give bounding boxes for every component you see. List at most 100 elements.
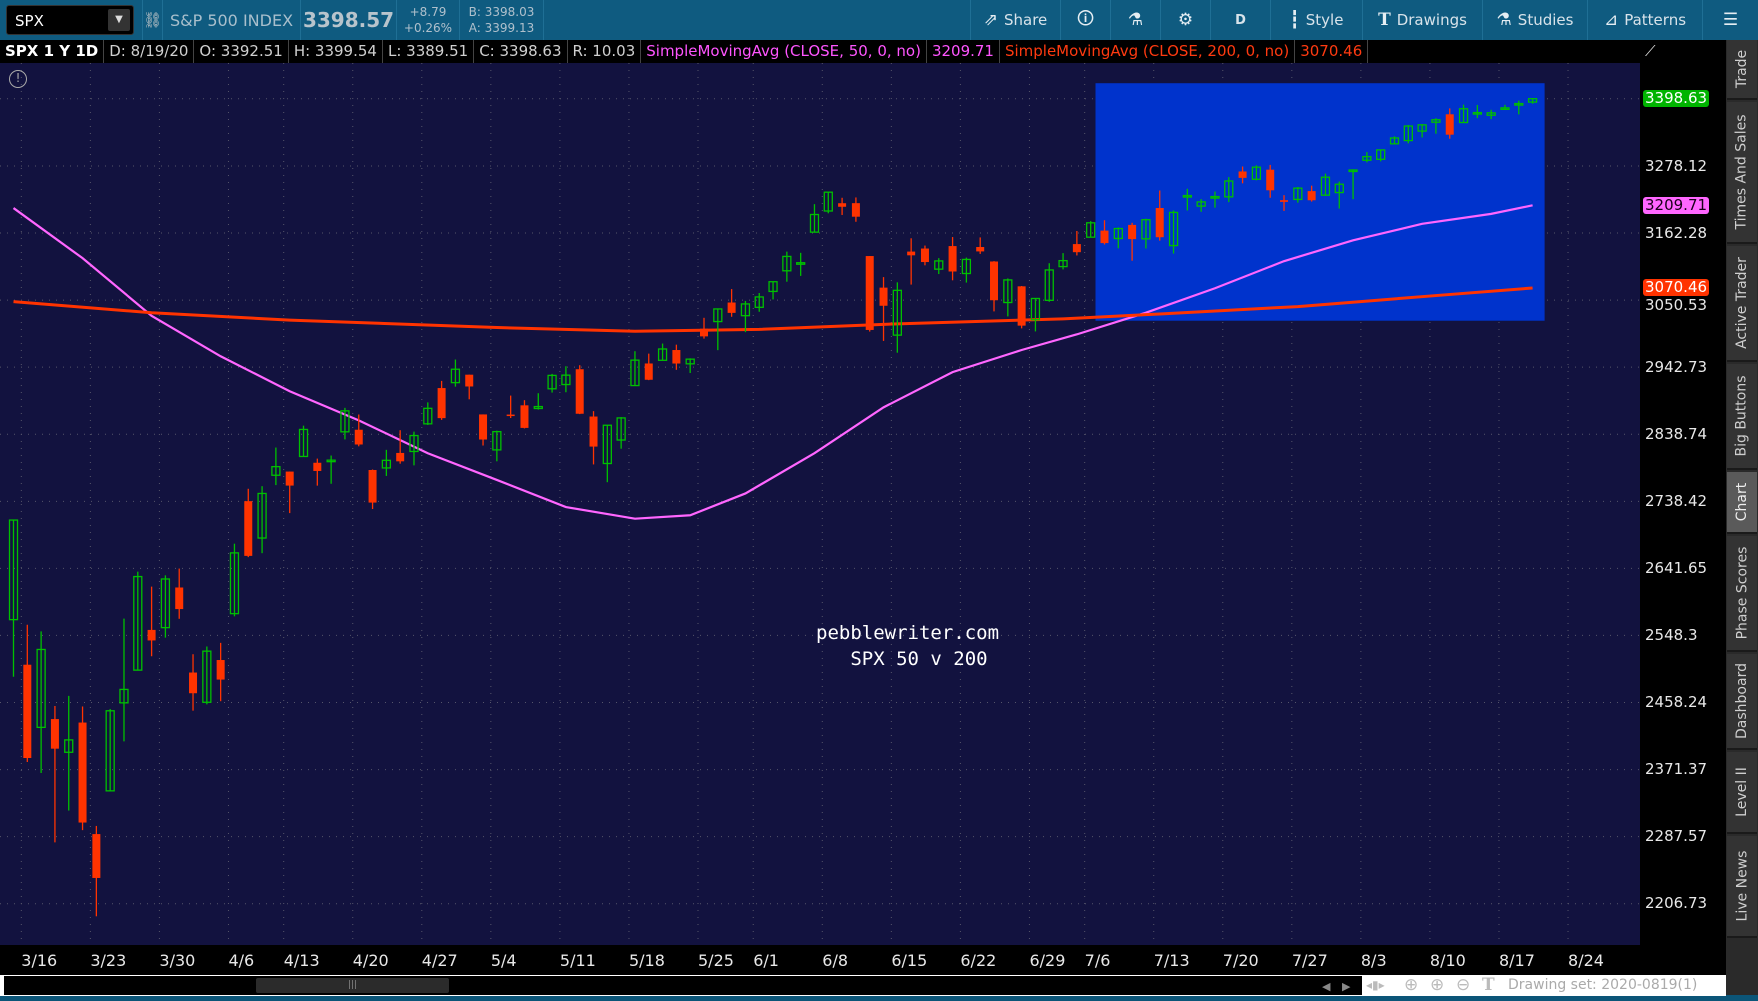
flask-button[interactable]: ⚗ <box>1110 0 1160 40</box>
side-tab-chart[interactable]: Chart <box>1727 472 1757 534</box>
side-tab-level-ii[interactable]: Level II <box>1727 752 1757 834</box>
candle-up <box>1086 222 1096 238</box>
scrollbar-thumb[interactable]: ||| <box>256 978 449 993</box>
candle-down <box>1266 169 1275 191</box>
zoom-in-icon[interactable]: ⊕ <box>1430 975 1445 995</box>
percent-change: +0.26% <box>403 21 453 35</box>
candle-up <box>713 308 723 323</box>
candle-up <box>36 648 46 729</box>
share-label: Share <box>1003 11 1048 29</box>
bar-range: R: 10.03 <box>568 40 642 63</box>
sma50-label[interactable]: SimpleMovingAvg (CLOSE, 50, 0, no) <box>641 40 927 63</box>
candle-up <box>602 424 612 465</box>
drawings-button[interactable]: T Drawings <box>1362 0 1482 40</box>
candle-down <box>948 246 957 272</box>
side-tab-label: Trade <box>1734 49 1750 89</box>
candle-up <box>796 262 806 265</box>
scroll-right-icon[interactable]: ▶ <box>1342 980 1351 993</box>
zoom-out-icon[interactable]: ⊖ <box>1456 975 1471 995</box>
price-axis[interactable]: 3398.63 3278.12 3209.71 3162.28 3070.46 3050.… <box>1640 63 1726 945</box>
candle-down <box>727 302 736 313</box>
candle-down <box>920 248 929 263</box>
bar-close: C: 3398.63 <box>474 40 568 63</box>
drawing-set[interactable]: Drawing set: 2020-0819(1) <box>1508 977 1698 993</box>
share-button[interactable]: ⇗ Share <box>970 0 1060 40</box>
date-label: 7/6 <box>1084 951 1111 970</box>
price-label: 3050.53 <box>1645 296 1708 315</box>
top-toolbar: SPX ▼ ⛓ S&P 500 INDEX 3398.57 +8.79 +0.26%… <box>0 0 1758 40</box>
bar-date: D: 8/19/20 <box>104 40 195 63</box>
date-axis: 3/16 3/23 3/30 4/6 4/13 4/20 4/27 5/4 5/11 5/18 5/… <box>0 945 1726 975</box>
price-chart[interactable]: ! pebblewriter.com SPX 50 v 200 <box>0 63 1640 945</box>
candle-down <box>851 203 860 217</box>
candle-up <box>561 374 571 386</box>
candle-down <box>23 664 32 759</box>
date-label: 8/17 <box>1498 951 1535 970</box>
candle-up <box>1113 227 1123 240</box>
crosshair-icon[interactable]: ⊕ <box>1404 975 1419 995</box>
side-tab-label: Big Buttons <box>1734 375 1750 457</box>
price-label: 2548.3 <box>1645 625 1698 644</box>
bar-high: H: 3399.54 <box>289 40 383 63</box>
studies-label: Studies <box>1517 11 1574 29</box>
side-tab-big-buttons[interactable]: Big Buttons <box>1727 364 1757 470</box>
studies-button[interactable]: ⚗ Studies <box>1482 0 1587 40</box>
sma200-label[interactable]: SimpleMovingAvg (CLOSE, 200, 0, no) <box>1000 40 1296 63</box>
scroll-left-icon[interactable]: ◀ <box>1322 980 1331 993</box>
menu-button[interactable]: ☰ <box>1702 0 1758 40</box>
candle-up <box>1389 137 1400 145</box>
candle-down <box>354 429 363 445</box>
watermark-line2: SPX 50 v 200 <box>816 648 988 670</box>
side-tab-trade[interactable]: Trade <box>1727 40 1757 100</box>
candle-down <box>506 414 515 417</box>
candle-up <box>1044 269 1054 301</box>
link-icon[interactable]: ⛓ <box>142 0 162 40</box>
side-tab-live-news[interactable]: Live News <box>1727 836 1757 938</box>
candle-up <box>809 213 820 233</box>
candle-up <box>616 417 626 441</box>
horizontal-scrollbar[interactable]: ||| ◀ ▶ <box>4 976 1362 995</box>
candle-up <box>326 459 336 463</box>
sma50-line <box>12 204 1533 520</box>
candle-up <box>961 258 972 275</box>
chart-canvas <box>0 63 1640 945</box>
candle-up <box>1003 279 1013 304</box>
timeframe-button[interactable]: D <box>1210 0 1270 40</box>
expand-icon[interactable]: ◂▮▸ <box>1366 978 1385 992</box>
candle-up <box>630 359 640 387</box>
right-side-tabs: Trade Times And Sales Active Trader Big But… <box>1726 40 1758 995</box>
side-tab-dashboard[interactable]: Dashboard <box>1727 654 1757 750</box>
info-button[interactable]: 🛈 <box>1060 0 1110 40</box>
side-tab-active-trader[interactable]: Active Trader <box>1727 246 1757 362</box>
symbol-selector[interactable]: SPX ▼ <box>6 5 134 35</box>
info-icon[interactable]: ! <box>9 70 27 88</box>
side-tab-phase-scores[interactable]: Phase Scores <box>1727 536 1757 652</box>
symbol-value: SPX <box>15 12 44 30</box>
candle-up <box>685 358 695 365</box>
chevron-down-icon[interactable]: ▼ <box>108 9 130 31</box>
settings-button[interactable]: ⚙ <box>1160 0 1210 40</box>
date-label: 7/20 <box>1222 951 1259 970</box>
candle-down <box>147 629 156 641</box>
candle-down <box>78 722 87 823</box>
symbol-description: S&P 500 INDEX <box>162 0 300 40</box>
patterns-label: Patterns <box>1624 11 1687 29</box>
patterns-button[interactable]: ⊿ Patterns <box>1587 0 1702 40</box>
candle-down <box>838 203 847 207</box>
price-label: 2458.24 <box>1645 693 1708 711</box>
price-scale-icon[interactable]: ⟋ <box>1645 42 1656 60</box>
price-label: 2838.74 <box>1645 424 1708 443</box>
date-label: 4/6 <box>228 951 255 970</box>
side-tab-times-and-sales[interactable]: Times And Sales <box>1727 102 1757 244</box>
style-button[interactable]: ┇ Style <box>1270 0 1362 40</box>
candle-up <box>340 410 350 433</box>
date-label: 5/4 <box>490 951 517 970</box>
date-label: 3/30 <box>159 951 196 970</box>
candle-down <box>479 414 488 440</box>
price-label: 2371.37 <box>1645 760 1708 779</box>
text-t-icon[interactable]: T <box>1482 975 1495 995</box>
date-label: 5/25 <box>698 951 734 970</box>
ask-price: A: 3399.13 <box>468 21 535 35</box>
candle-up <box>119 688 129 704</box>
date-label: 3/16 <box>21 951 58 970</box>
